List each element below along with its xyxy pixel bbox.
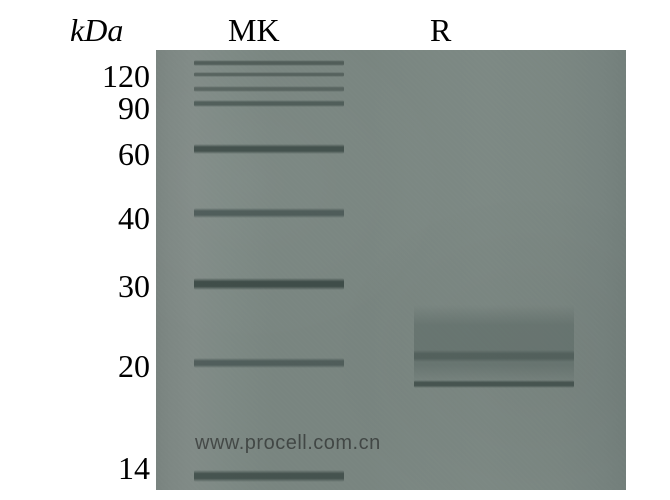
header-row: kDa MK R [30, 10, 650, 50]
mw-label: 40 [118, 200, 150, 237]
marker-band [194, 208, 344, 218]
mw-label: 20 [118, 348, 150, 385]
lane-r-label: R [430, 12, 451, 49]
marker-band [194, 100, 344, 107]
lane-mk-label: MK [228, 12, 280, 49]
sample-band [414, 380, 574, 388]
marker-band [194, 470, 344, 482]
lane-mk [194, 50, 344, 490]
marker-band [194, 72, 344, 77]
marker-band [194, 60, 344, 66]
marker-band [194, 278, 344, 290]
marker-band [194, 144, 344, 154]
sample-band [414, 350, 574, 362]
figure-container: kDa MK R 120906040302014 www.procell.com… [30, 10, 650, 490]
marker-band [194, 358, 344, 368]
mw-label: 30 [118, 268, 150, 305]
unit-label: kDa [70, 12, 123, 49]
watermark-text: www.procell.com.cn [195, 432, 381, 455]
marker-band [194, 86, 344, 92]
sample-smear [414, 305, 574, 385]
lane-r [414, 50, 574, 490]
mw-label: 90 [118, 90, 150, 127]
mw-label: 14 [118, 450, 150, 487]
mw-ladder-labels: 120906040302014 [30, 50, 150, 490]
gel-image [156, 50, 626, 490]
mw-label: 60 [118, 136, 150, 173]
